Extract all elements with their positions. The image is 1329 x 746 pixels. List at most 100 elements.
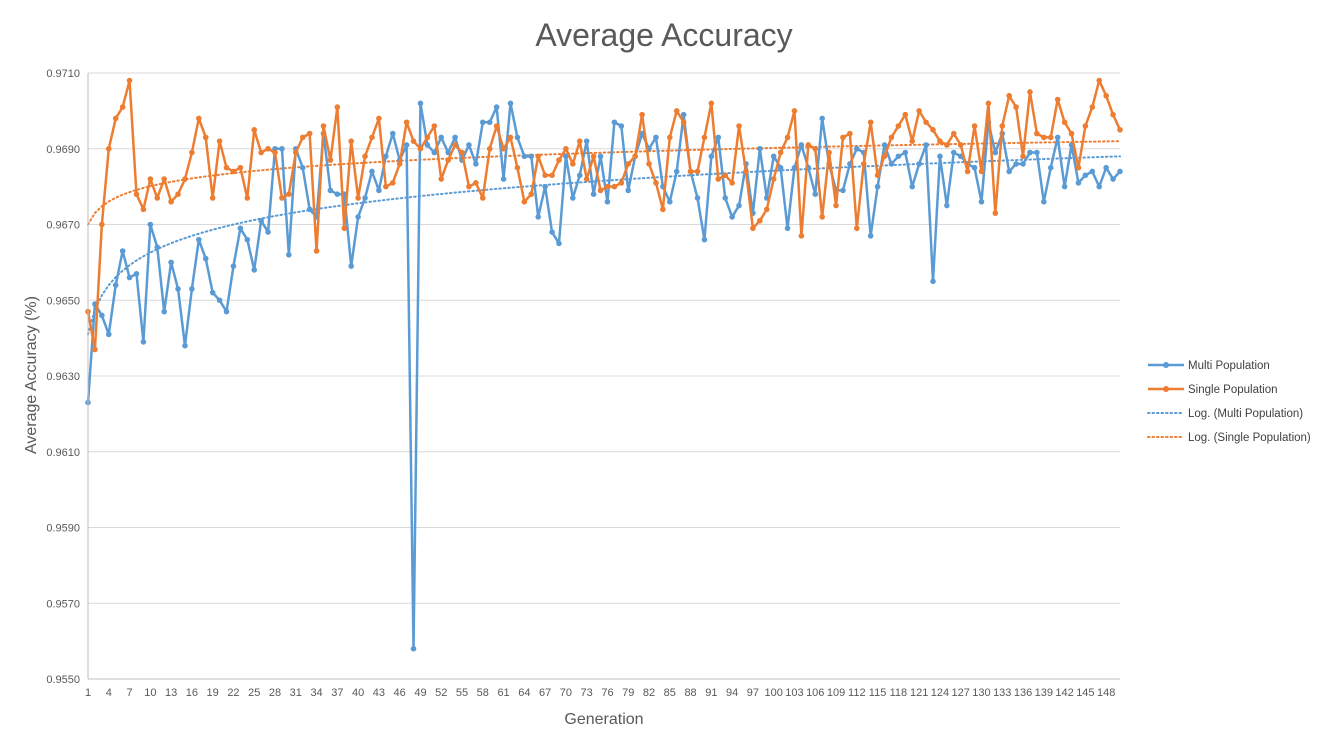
data-point-multi: [500, 176, 507, 182]
data-point-multi: [528, 153, 535, 160]
legend-swatch-marker-single: [1163, 386, 1169, 392]
data-point-multi: [209, 289, 216, 296]
data-point-single: [944, 142, 950, 148]
data-point-single: [396, 161, 403, 167]
series-line-multi: [86, 102, 1121, 650]
data-point-multi: [694, 195, 701, 201]
x-tick-label-34: 34: [310, 687, 322, 699]
data-point-multi: [1061, 183, 1068, 190]
data-point-multi: [611, 119, 618, 126]
data-point-multi: [1027, 149, 1033, 156]
x-tick-label-43: 43: [373, 687, 385, 699]
data-point-multi: [673, 168, 680, 175]
data-point-multi: [978, 198, 985, 205]
data-point-single: [750, 225, 756, 232]
data-point-single: [895, 123, 902, 129]
legend-label-multi: Multi Population: [1188, 360, 1270, 372]
data-point-multi: [265, 229, 271, 235]
data-point-multi: [583, 138, 590, 144]
data-point-multi: [618, 123, 625, 129]
data-point-single: [763, 206, 770, 213]
data-point-single: [590, 153, 597, 160]
data-point-multi: [812, 191, 819, 197]
x-tick-label-73: 73: [581, 687, 593, 699]
legend-item-multi: Multi Population: [1148, 360, 1270, 372]
data-point-single: [1075, 164, 1082, 171]
data-point-single: [126, 77, 133, 84]
data-point-multi: [126, 274, 133, 281]
data-point-multi: [992, 149, 999, 156]
data-point-multi: [258, 217, 264, 224]
data-point-single: [189, 149, 195, 156]
data-point-multi: [590, 191, 597, 197]
data-point-multi: [881, 142, 888, 148]
data-point-single: [791, 108, 798, 114]
data-point-single: [327, 157, 334, 163]
data-point-single: [1013, 104, 1019, 110]
data-point-multi: [479, 119, 486, 126]
data-point-multi: [1041, 198, 1047, 205]
data-point-single: [722, 172, 729, 179]
data-point-single: [743, 168, 749, 175]
data-point-single: [161, 176, 167, 182]
x-tick-label-106: 106: [806, 687, 824, 699]
x-tick-label-112: 112: [848, 687, 866, 699]
x-tick-label-82: 82: [643, 687, 655, 699]
data-point-multi: [286, 252, 292, 258]
data-point-single: [133, 191, 140, 197]
data-point-single: [223, 164, 230, 171]
data-point-multi: [1103, 164, 1109, 171]
data-point-single: [916, 108, 922, 114]
x-tick-label-4: 4: [106, 687, 112, 699]
data-point-multi: [563, 153, 569, 160]
data-point-single: [715, 176, 722, 182]
data-point-single: [632, 153, 638, 160]
data-point-single: [680, 119, 687, 126]
data-point-single: [549, 172, 555, 179]
data-point-multi: [486, 119, 493, 126]
data-point-single: [369, 134, 375, 141]
data-point-single: [362, 153, 368, 160]
data-point-single: [957, 142, 964, 148]
data-point-single: [833, 202, 839, 209]
x-tick-label-25: 25: [248, 687, 260, 699]
data-point-single: [999, 123, 1006, 129]
data-point-multi: [777, 164, 784, 171]
data-point-single: [618, 180, 625, 186]
data-point-multi: [570, 195, 576, 201]
data-point-single: [847, 130, 853, 137]
data-point-single: [860, 161, 867, 167]
data-point-multi: [452, 134, 458, 141]
data-point-multi: [909, 183, 916, 190]
data-point-single: [486, 145, 493, 152]
data-point-multi: [1096, 183, 1103, 190]
data-point-multi: [299, 164, 306, 171]
data-point-multi: [424, 142, 431, 148]
data-point-single: [777, 149, 784, 156]
data-point-multi: [542, 183, 548, 190]
series-multi: [85, 100, 1123, 652]
data-point-single: [660, 206, 666, 213]
data-point-multi: [971, 164, 978, 171]
series-line-single: [86, 79, 1122, 351]
legend-item-trend-single: Log. (Single Population): [1147, 432, 1311, 444]
data-point-single: [736, 123, 742, 129]
data-point-multi: [216, 297, 223, 304]
data-point-single: [119, 104, 126, 110]
data-point-multi: [355, 214, 361, 220]
data-point-single: [570, 161, 576, 167]
x-tick-label-16: 16: [186, 687, 198, 699]
data-point-single: [466, 183, 472, 190]
data-point-single: [99, 221, 105, 228]
data-point-multi: [306, 206, 313, 213]
data-point-multi: [944, 202, 950, 209]
data-point-multi: [466, 142, 472, 148]
x-tick-label-28: 28: [269, 687, 281, 699]
data-point-single: [251, 127, 258, 133]
data-point-single: [937, 138, 943, 144]
data-point-multi: [161, 308, 167, 315]
data-point-multi: [556, 240, 562, 247]
data-point-multi: [369, 168, 375, 175]
data-point-multi: [1013, 161, 1019, 167]
data-point-single: [473, 180, 479, 186]
